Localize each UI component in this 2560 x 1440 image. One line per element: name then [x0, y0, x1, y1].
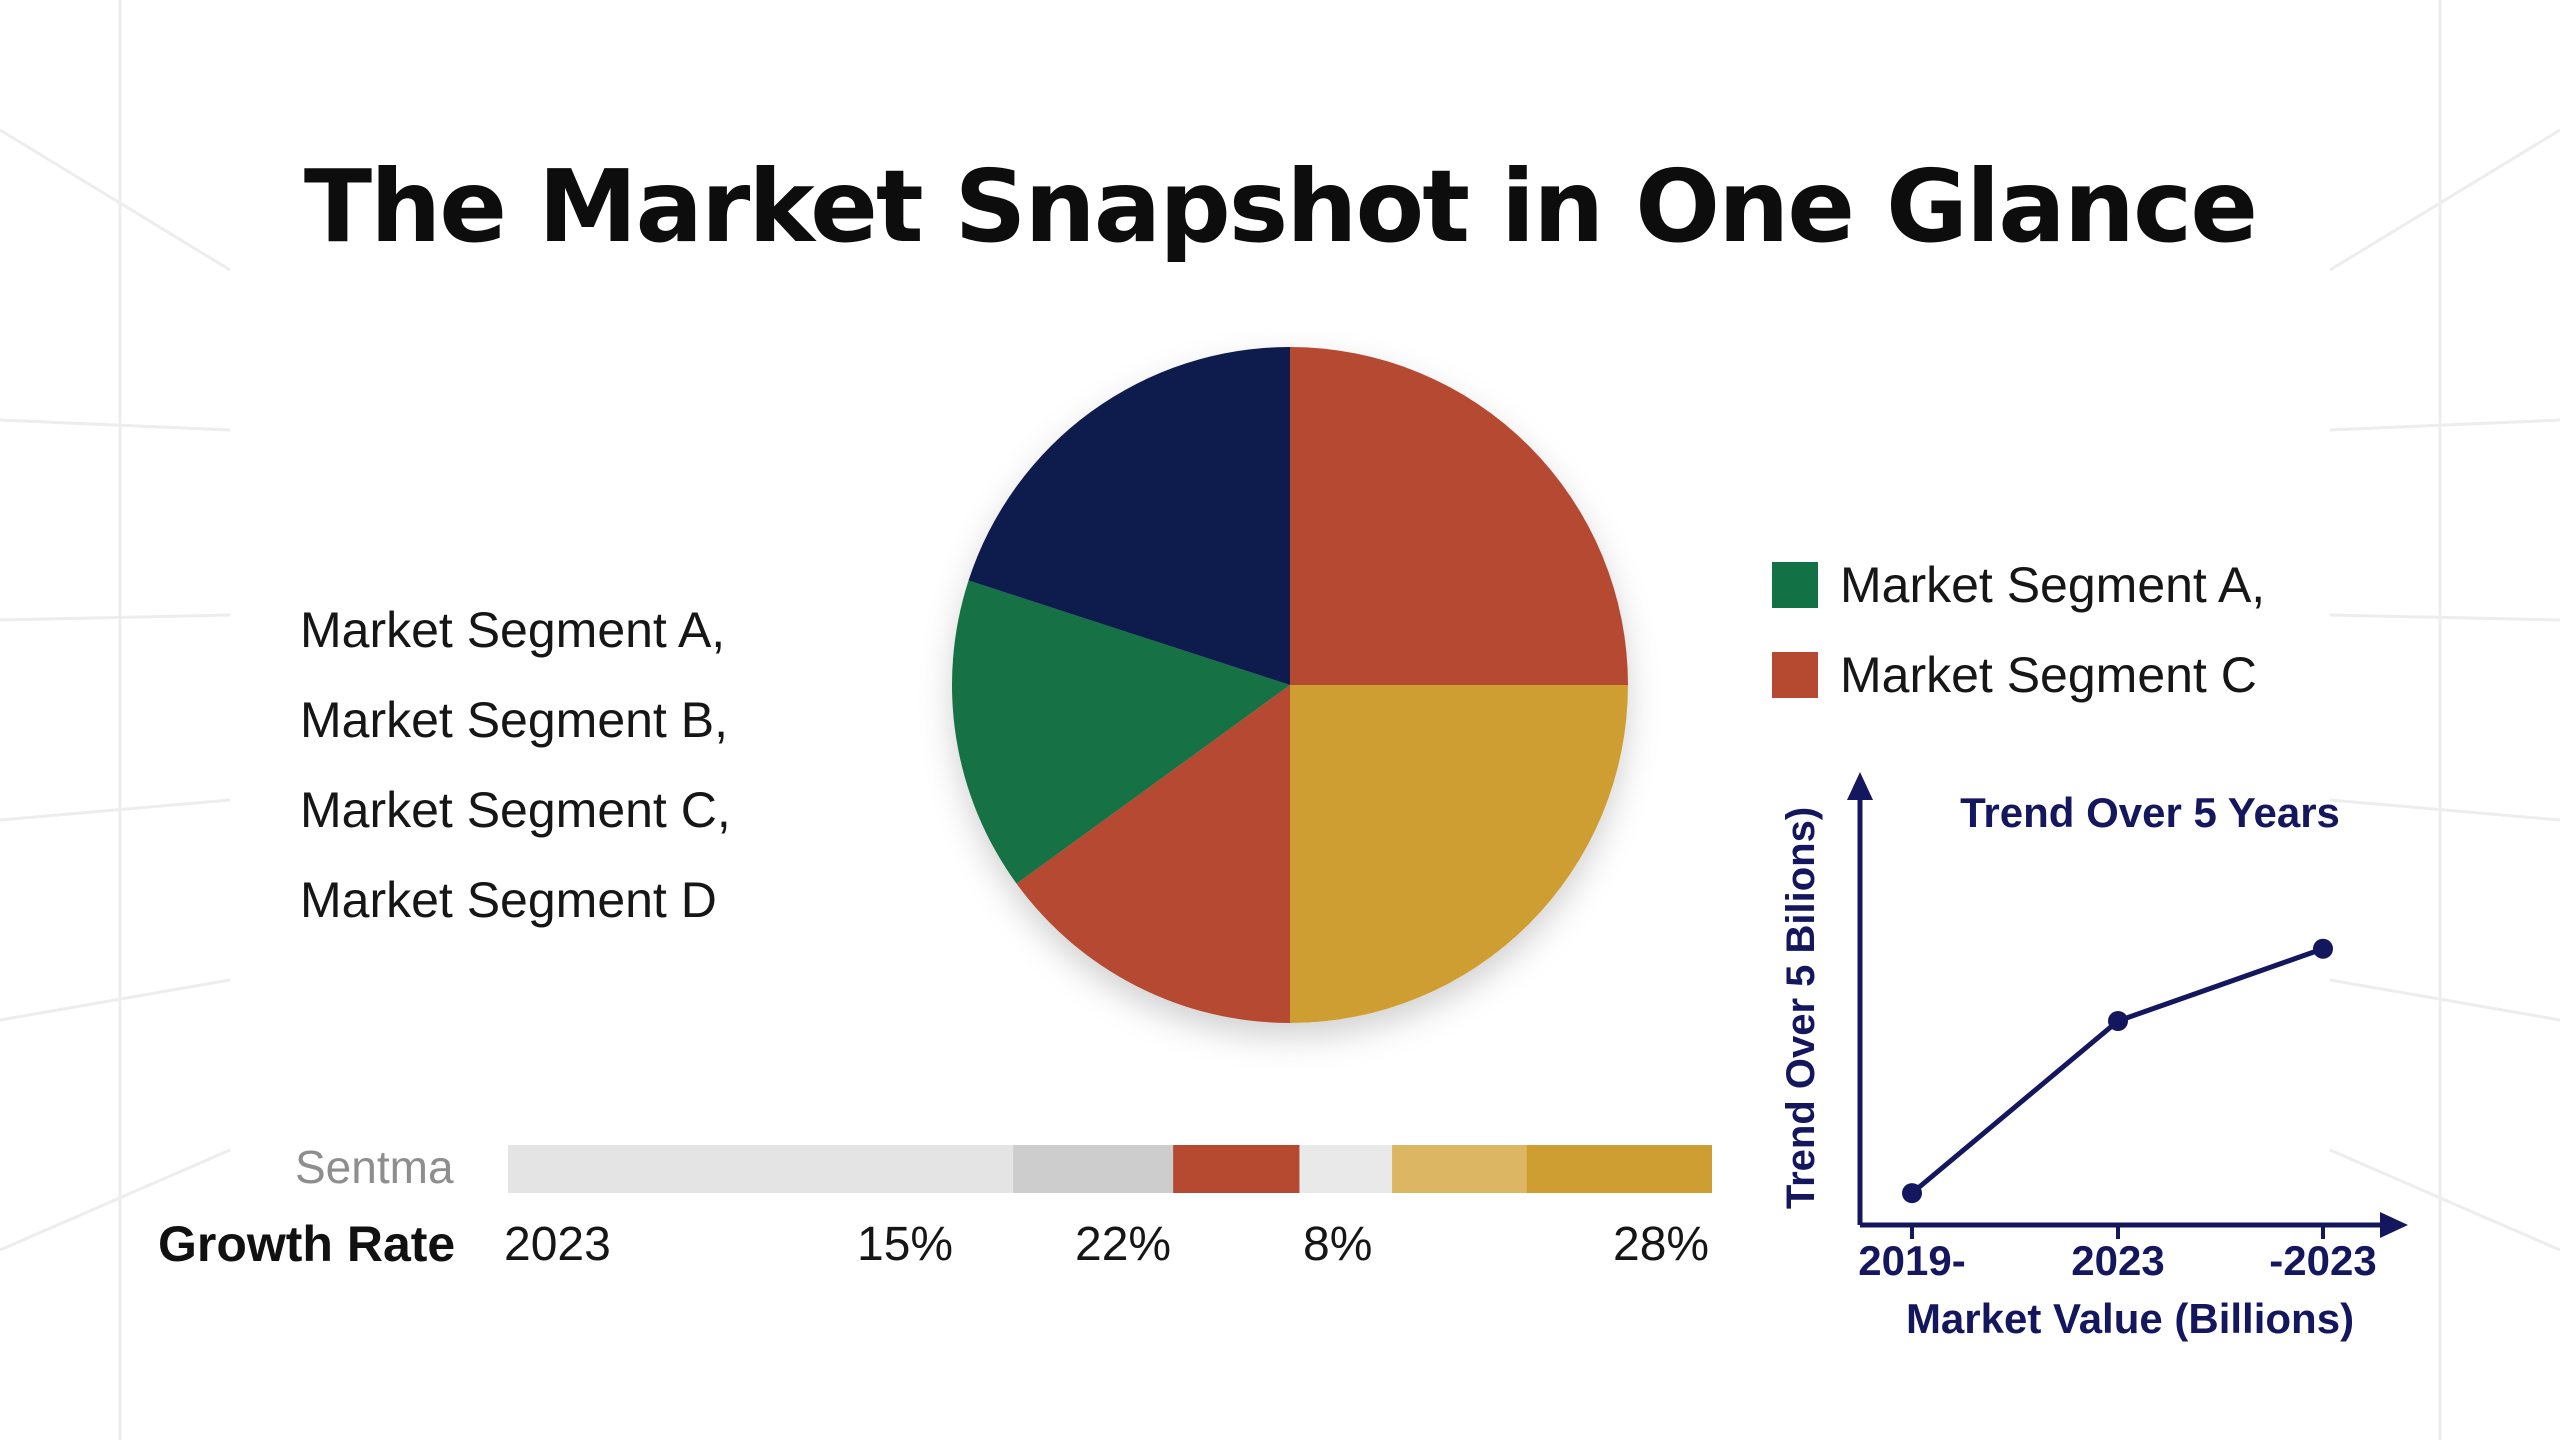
growth-bar-segment-2 — [1013, 1145, 1174, 1193]
page-title: The Market Snapshot in One Glance — [303, 148, 2258, 265]
pie-slice-2 — [1290, 685, 1628, 1023]
segment-list-item-a: Market Segment A, — [300, 602, 726, 658]
segment-list-item-b: Market Segment B, — [300, 692, 728, 748]
growth-bar — [508, 1145, 1712, 1193]
trend-point-3 — [2313, 938, 2333, 959]
x-tick-label: 2023 — [2071, 1237, 2164, 1284]
growth-bar-segment-6 — [1526, 1145, 1712, 1193]
trend-line — [1910, 946, 2324, 1196]
segment-list-item-d: Market Segment D — [300, 872, 717, 928]
legend-label: Market Segment A, — [1840, 557, 2266, 613]
legend-swatch — [1772, 562, 1818, 608]
growth-value-3: 8% — [1303, 1218, 1373, 1271]
growth-bar-segment-5 — [1392, 1145, 1528, 1193]
segment-list: Market Segment A, Market Segment B, Mark… — [300, 585, 731, 945]
legend-item: Market Segment A, — [1772, 540, 2265, 630]
growth-rate-title: Growth Rate — [158, 1216, 456, 1272]
legend-label: Market Segment C — [1840, 647, 2257, 703]
growth-bar-segment-1 — [508, 1145, 1014, 1193]
growth-value-1: 15% — [857, 1218, 954, 1271]
x-tick-label: 2019- — [1858, 1237, 1965, 1284]
pie-slice-4 — [951, 580, 1290, 884]
trend-point-2 — [2108, 1011, 2128, 1031]
sentiment-label: Sentma — [295, 1141, 454, 1193]
y-axis-arrow — [1847, 772, 1873, 800]
pie-slice-5 — [968, 347, 1290, 685]
pie-chart — [951, 347, 1628, 1023]
legend-swatch — [1772, 652, 1818, 698]
segment-list-item-c: Market Segment C, — [300, 782, 731, 838]
growth-bar-segment-3 — [1173, 1145, 1300, 1193]
growth-bar-segment-4 — [1299, 1145, 1393, 1193]
x-axis-arrow — [2380, 1212, 2408, 1238]
pie-slice-3 — [1016, 685, 1290, 1023]
trend-title: Trend Over 5 Years — [1960, 789, 2340, 836]
growth-value-2: 22% — [1075, 1218, 1172, 1271]
legend: Market Segment A, Market Segment C — [1772, 540, 2265, 720]
pie-slice-1 — [1290, 347, 1628, 685]
trend-point-1 — [1902, 1183, 1922, 1204]
trend-y-label: Trend Over 5 Bilions) — [1779, 807, 1823, 1209]
growth-value-4: 28% — [1613, 1218, 1710, 1271]
legend-item: Market Segment C — [1772, 630, 2265, 720]
trend-chart: Trend Over 5 Years Trend Over 5 Bilions)… — [1779, 772, 2408, 1342]
growth-year: 2023 — [504, 1218, 611, 1271]
x-tick-label: -2023 — [2269, 1237, 2376, 1284]
trend-x-label: Market Value (Billions) — [1906, 1295, 2354, 1342]
